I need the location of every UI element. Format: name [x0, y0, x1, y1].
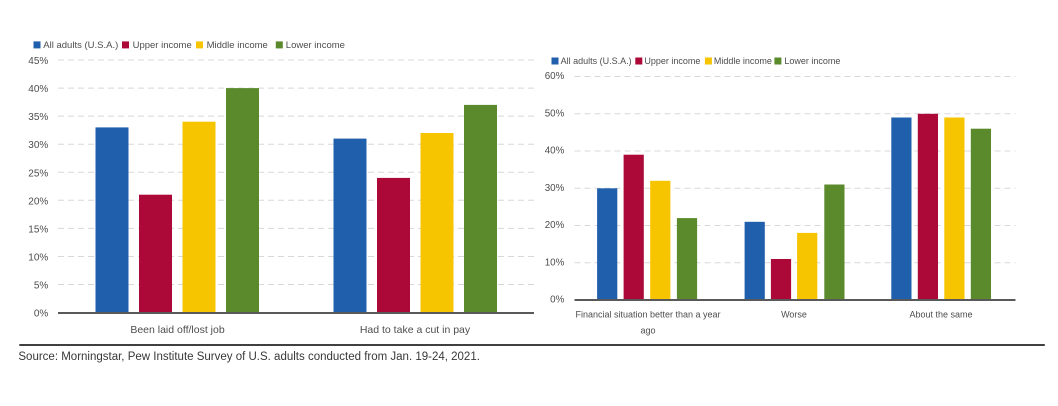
svg-text:20%: 20%: [28, 196, 48, 207]
svg-text:5%: 5%: [34, 281, 49, 292]
svg-text:Financial situation better tha: Financial situation better than a year: [575, 309, 720, 319]
svg-text:Upper income: Upper income: [644, 56, 700, 66]
svg-text:10%: 10%: [545, 258, 565, 269]
svg-text:Worse: Worse: [781, 309, 807, 319]
svg-text:ago: ago: [640, 325, 655, 335]
svg-text:60%: 60%: [545, 71, 565, 82]
svg-text:40%: 40%: [545, 146, 565, 157]
svg-text:40%: 40%: [28, 84, 48, 95]
svg-text:35%: 35%: [28, 112, 48, 123]
svg-text:0%: 0%: [34, 309, 49, 320]
svg-text:Source: Morningstar, Pew Insti: Source: Morningstar, Pew Institute Surve…: [18, 351, 480, 363]
svg-text:15%: 15%: [28, 224, 48, 235]
svg-text:Lower income: Lower income: [784, 56, 840, 66]
svg-text:45%: 45%: [28, 56, 48, 67]
svg-text:0%: 0%: [550, 295, 564, 306]
svg-text:25%: 25%: [28, 168, 48, 179]
svg-text:Lower income: Lower income: [286, 40, 345, 51]
svg-text:Been laid off/lost job: Been laid off/lost job: [130, 324, 225, 336]
svg-text:Had to take a cut in pay: Had to take a cut in pay: [360, 324, 471, 336]
svg-text:All adults (U.S.A.): All adults (U.S.A.): [561, 56, 632, 66]
svg-text:About the same: About the same: [909, 309, 972, 319]
svg-text:Upper income: Upper income: [133, 40, 192, 51]
svg-text:50%: 50%: [545, 109, 565, 120]
svg-text:30%: 30%: [545, 183, 565, 194]
svg-text:All adults (U.S.A.): All adults (U.S.A.): [43, 40, 118, 51]
svg-text:Middle income: Middle income: [207, 40, 268, 51]
svg-text:30%: 30%: [28, 140, 48, 151]
svg-text:20%: 20%: [545, 220, 565, 231]
svg-text:10%: 10%: [28, 253, 48, 264]
svg-text:Middle income: Middle income: [714, 56, 772, 66]
